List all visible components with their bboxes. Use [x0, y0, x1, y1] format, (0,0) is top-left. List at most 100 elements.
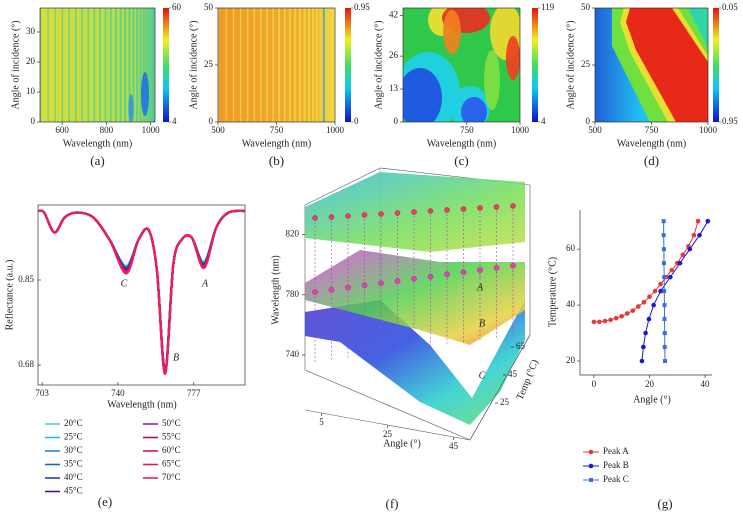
- sample-dot: [394, 278, 401, 284]
- heat-stripe: [132, 8, 135, 122]
- heatmap: [403, 8, 520, 122]
- frame: [37, 204, 246, 386]
- heat-patch: [323, 8, 325, 122]
- heat-stripe: [298, 8, 301, 122]
- sample-dot: [477, 205, 483, 211]
- legend-marker: [588, 463, 594, 469]
- heat-stripe: [47, 8, 49, 122]
- heat-stripe: [142, 8, 146, 122]
- sample-dot: [378, 280, 384, 287]
- x-tick-label: 777: [187, 388, 201, 398]
- colorbar: [163, 8, 169, 122]
- y-tick-label: 25: [581, 59, 591, 69]
- point: [662, 275, 667, 280]
- point: [651, 302, 656, 308]
- point: [641, 344, 646, 350]
- x-axis-title: Wavelength (nm): [242, 138, 311, 149]
- legend-label: 60°C: [162, 445, 181, 455]
- x-tick-label: 750: [270, 125, 284, 135]
- legend-label: Peak B: [603, 460, 629, 470]
- x-tick-label: 1000: [326, 125, 345, 135]
- panel-label: (e): [98, 494, 112, 509]
- point: [619, 313, 624, 319]
- point: [661, 233, 666, 238]
- point: [663, 359, 668, 364]
- heat-stripe: [260, 8, 262, 122]
- y-tick-label: 26: [389, 50, 399, 60]
- y-axis-title: Angle of incidence (°): [188, 20, 199, 109]
- legend-label: 70°C: [162, 472, 181, 482]
- panel-label: (c): [454, 153, 468, 168]
- x-tick-label: 800: [100, 125, 114, 135]
- x-tick-label: 0: [592, 379, 597, 389]
- y-axis: [469, 334, 531, 441]
- heat-patch: [141, 72, 149, 116]
- point: [661, 247, 666, 252]
- legend-label: Peak C: [603, 474, 629, 484]
- sample-dot: [361, 282, 368, 289]
- point: [691, 232, 697, 238]
- point: [662, 303, 667, 308]
- x-tick-label: 750: [460, 125, 474, 135]
- heat-stripe: [240, 8, 242, 122]
- sample-dot: [328, 214, 335, 220]
- heat-stripe: [330, 8, 333, 122]
- colorbar-label: 119: [541, 2, 555, 12]
- y-tick-label: 45: [508, 369, 518, 379]
- legend-label: 50°C: [162, 418, 181, 428]
- sample-dot: [427, 273, 434, 280]
- x-tick-label: 500: [588, 125, 602, 135]
- heat-blob: [461, 97, 487, 122]
- sample-dot: [460, 206, 467, 212]
- heat-stripe: [253, 8, 256, 122]
- peak-annotation: C: [121, 278, 128, 289]
- heat-blob: [403, 68, 442, 122]
- point: [677, 260, 683, 266]
- colorbar: [532, 8, 538, 122]
- point: [697, 232, 702, 238]
- sample-dot: [411, 209, 417, 215]
- heat-stripe: [139, 8, 142, 122]
- sample-dot: [460, 269, 467, 276]
- z-axis-title: Wavelength (nm): [270, 255, 281, 324]
- legend-marker: [589, 478, 593, 482]
- y-tick-label: 42: [389, 10, 398, 20]
- axes: [579, 210, 712, 376]
- y-tick-label: 50: [204, 2, 214, 12]
- y-axis-title: Temp (°C): [515, 358, 541, 401]
- heat-stripe: [225, 8, 227, 122]
- sample-dot: [427, 208, 434, 214]
- peak-line: [641, 220, 709, 362]
- legend-label: 25°C: [64, 432, 83, 442]
- sample-dot: [394, 210, 401, 216]
- heat-stripe: [114, 8, 117, 122]
- heat-stripe: [325, 8, 328, 122]
- colorbar-label: 0.95: [354, 2, 370, 12]
- heat-band: [626, 8, 708, 122]
- heat-stripe: [307, 8, 311, 122]
- x-tick-label: 600: [55, 125, 69, 135]
- y-tick-label: 0.85: [18, 274, 34, 284]
- heatmap: [218, 8, 335, 122]
- heat-stripe: [266, 8, 268, 122]
- heat-stripe: [68, 8, 70, 122]
- y-tick-label: 20: [566, 355, 576, 365]
- peak-annotation: A: [201, 278, 209, 289]
- x-tick-label: 40: [701, 379, 711, 389]
- x-axis-title: Angle (°): [633, 394, 671, 405]
- x-tick-label: 703: [35, 388, 49, 398]
- y-axis-title: Angle of incidence (°): [565, 20, 576, 109]
- x-tick-label: 1000: [699, 125, 718, 135]
- z-tick-label: 780: [286, 289, 300, 299]
- heat-stripe: [75, 8, 77, 122]
- legend-label: 55°C: [162, 432, 181, 442]
- point: [661, 219, 666, 224]
- y-tick-label: 0: [209, 116, 214, 126]
- y-tick-label: 25: [204, 59, 214, 69]
- y-tick-label: 13: [389, 83, 399, 93]
- x-tick-label: 20: [645, 379, 655, 389]
- heat-base: [218, 8, 335, 122]
- x-tick-label: 1000: [511, 125, 530, 135]
- heat-stripe: [54, 8, 56, 122]
- legend-marker: [588, 449, 594, 455]
